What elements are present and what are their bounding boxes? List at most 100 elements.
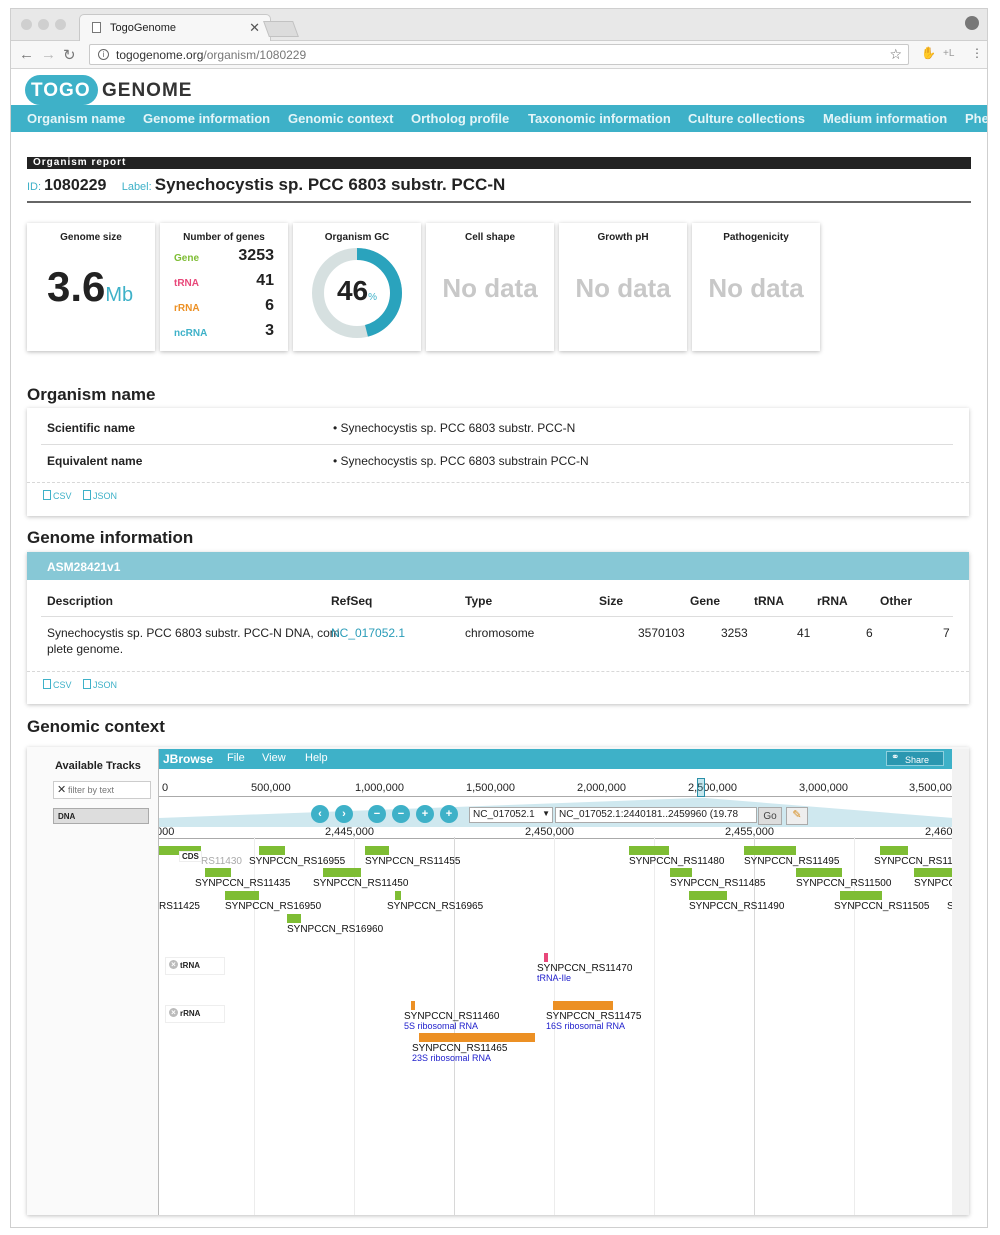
nav-organism-name[interactable]: Organism name: [27, 111, 126, 126]
cds-feature[interactable]: SYNPCCN_RS11450: [313, 868, 408, 889]
rrna-feature[interactable]: SYNPCCN_RS11460: [404, 1001, 500, 1022]
feature-label: RS11425: [159, 901, 200, 912]
grid-line: [354, 837, 355, 1215]
profile-icon[interactable]: [965, 16, 979, 30]
cds-feature[interactable]: SYNPCCN_RS115: [874, 846, 952, 867]
overview-tick: 1,000,000: [355, 782, 404, 794]
nav-phenotype[interactable]: Phe: [965, 111, 988, 126]
feature-label: SYNPCCN_RS11460: [404, 1011, 500, 1022]
feature-label: SYNPCCN_RS16965: [387, 901, 484, 912]
cds-feature[interactable]: RS11425: [159, 901, 200, 912]
csv-download-link[interactable]: CSV: [43, 490, 72, 501]
cds-feature[interactable]: SYNPCC: [914, 868, 952, 889]
cds-feature[interactable]: SYNPCCN_RS11500: [796, 868, 891, 889]
clear-filter-icon[interactable]: ✕: [57, 784, 67, 796]
scientific-name-value: • Synechocystis sp. PCC 6803 substr. PCC…: [333, 421, 576, 435]
filter-placeholder: filter by text: [68, 785, 115, 795]
rrna-track-label[interactable]: rRNA: [165, 1005, 225, 1023]
cds-feature[interactable]: SYNPCCN_RS16965: [387, 891, 484, 912]
close-window-icon[interactable]: [21, 19, 32, 30]
zoom-in-large-button[interactable]: +: [440, 805, 458, 823]
cds-feature[interactable]: SYNPCCN_RS11490: [689, 891, 785, 912]
scrollbar[interactable]: [952, 749, 969, 1215]
cds-feature[interactable]: SYNPCCN_RS11480: [629, 846, 724, 867]
json-download-link[interactable]: JSON: [83, 679, 117, 690]
label-value: Synechocystis sp. PCC 6803 substr. PCC-N: [154, 175, 506, 194]
gene-value: 3253: [238, 247, 274, 264]
menu-view[interactable]: View: [262, 752, 286, 764]
rrna-feature[interactable]: SYNPCCN_RS11475: [546, 1001, 642, 1022]
feature-bar: [287, 914, 301, 923]
nav-genomic-context[interactable]: Genomic context: [288, 111, 394, 126]
feature-label: SYNPCCN_RS11490: [689, 901, 785, 912]
overview-tick: 3,000,000: [799, 782, 848, 794]
go-button[interactable]: Go: [758, 807, 782, 825]
ncrna-label: ncRNA: [174, 328, 208, 339]
feature-label: SYNPCCN_RS16960: [287, 924, 384, 935]
zoom-in-button[interactable]: +: [416, 805, 434, 823]
trna-track-label[interactable]: tRNA: [165, 957, 225, 975]
nav-taxonomic-information[interactable]: Taxonomic information: [528, 111, 671, 126]
cds-track-label[interactable]: CDS: [179, 851, 202, 862]
new-tab-button[interactable]: [263, 21, 299, 37]
overview-location-marker[interactable]: [697, 778, 705, 797]
back-icon[interactable]: ←: [19, 46, 34, 63]
cds-feature[interactable]: RS11430: [159, 846, 242, 867]
col-type: Type: [465, 594, 493, 608]
info-icon[interactable]: i: [98, 49, 109, 60]
track-filter-input[interactable]: ✕ filter by text: [53, 781, 151, 799]
browser-tab[interactable]: TogoGenome ✕: [79, 14, 271, 41]
csv-download-link[interactable]: CSV: [43, 679, 72, 690]
feature-bar: [159, 846, 201, 855]
cds-feature[interactable]: SYNPCCN_RS11505: [834, 891, 929, 912]
menu-icon[interactable]: ⋮: [971, 46, 983, 60]
trna-feature[interactable]: SYNPCCN_RS11470: [537, 953, 632, 974]
pan-right-button[interactable]: ›: [335, 805, 353, 823]
pan-left-button[interactable]: ‹: [311, 805, 329, 823]
cds-feature[interactable]: SYNPCCN_RS11495: [744, 846, 839, 867]
menu-help[interactable]: Help: [305, 752, 328, 764]
feature-label: RS11430: [201, 856, 242, 867]
cds-feature[interactable]: SYNPCCN_RS16950: [225, 891, 322, 912]
menu-file[interactable]: File: [227, 752, 245, 764]
minimize-window-icon[interactable]: [38, 19, 49, 30]
url-input[interactable]: i togogenome.org/organism/1080229 ☆: [89, 44, 909, 65]
cds-feature[interactable]: SYNPCCN_RS11485: [670, 868, 765, 889]
zoom-out-large-button[interactable]: −: [368, 805, 386, 823]
bookmark-star-icon[interactable]: ☆: [889, 46, 902, 62]
gc-card: Organism GC 46%: [293, 223, 421, 351]
dna-track-item[interactable]: DNA: [53, 808, 149, 824]
zoom-out-button[interactable]: −: [392, 805, 410, 823]
reference-select[interactable]: NC_017052.1 ▼: [469, 807, 553, 823]
rrna-count-value: 6: [866, 626, 873, 640]
rrna-feature[interactable]: SYNPCCN_RS11465: [412, 1033, 535, 1054]
cds-feature[interactable]: SYNPCCN_RS16955: [249, 846, 345, 867]
reload-icon[interactable]: ↻: [63, 47, 76, 64]
highlight-icon[interactable]: ✎: [786, 807, 808, 825]
cds-feature[interactable]: SYNPCCN_RS16960: [287, 914, 384, 935]
location-input[interactable]: NC_017052.1:2440181..2459960 (19.78: [555, 807, 757, 823]
nav-ortholog-profile[interactable]: Ortholog profile: [411, 111, 510, 126]
feature-label: SYNPCCN_RS11475: [546, 1011, 642, 1022]
gc-donut-arc: [312, 248, 402, 338]
close-tab-icon[interactable]: ✕: [249, 20, 260, 35]
refseq-link[interactable]: NC_017052.1: [331, 626, 406, 640]
url-host: togogenome.org: [116, 48, 204, 62]
feature-label: SYNPCCN_RS16950: [225, 901, 322, 912]
forward-icon[interactable]: →: [41, 46, 56, 63]
share-button[interactable]: ⚭ Share: [886, 751, 944, 766]
extension-label[interactable]: +L: [943, 48, 955, 59]
extension-icon[interactable]: ✋: [921, 46, 936, 60]
cds-feature[interactable]: S: [947, 901, 952, 912]
cds-feature[interactable]: SYNPCCN_RS11455: [365, 846, 460, 867]
nav-medium-information[interactable]: Medium information: [823, 111, 948, 126]
nav-genome-information[interactable]: Genome information: [143, 111, 271, 126]
feature-bar: [553, 1001, 613, 1010]
feature-bar: [259, 846, 285, 855]
overview-scale[interactable]: 0 500,000 1,000,000 1,500,000 2,000,000 …: [159, 769, 952, 797]
cds-feature[interactable]: SYNPCCN_RS11435: [195, 868, 290, 889]
maximize-window-icon[interactable]: [55, 19, 66, 30]
panel-divider: [27, 671, 969, 672]
nav-culture-collections[interactable]: Culture collections: [688, 111, 806, 126]
json-download-link[interactable]: JSON: [83, 490, 117, 501]
